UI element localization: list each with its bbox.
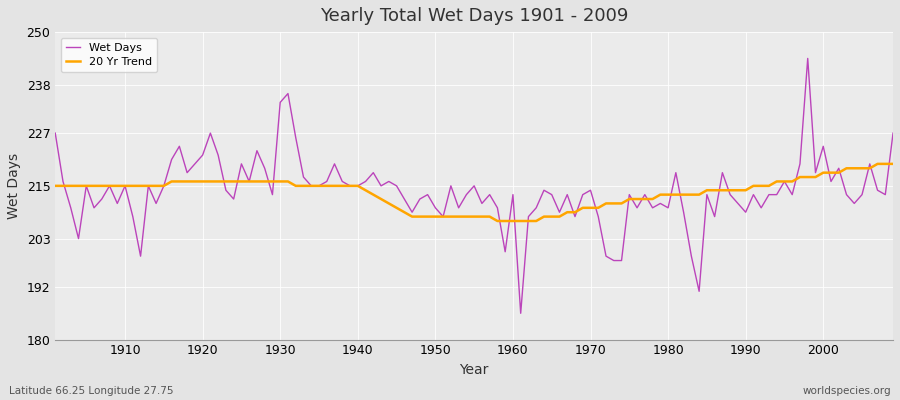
Wet Days [508, 192, 518, 197]
20 Yr Trend [887, 162, 898, 166]
20 Yr Trend [50, 184, 60, 188]
20 Yr Trend [608, 201, 619, 206]
Wet Days [608, 258, 619, 263]
Wet Days [500, 249, 510, 254]
Wet Days [516, 311, 526, 316]
20 Yr Trend [329, 184, 340, 188]
Line: 20 Yr Trend: 20 Yr Trend [55, 164, 893, 221]
X-axis label: Year: Year [460, 363, 489, 377]
Wet Days [50, 131, 60, 136]
20 Yr Trend [508, 218, 518, 223]
Wet Days [802, 56, 813, 61]
20 Yr Trend [516, 218, 526, 223]
Line: Wet Days: Wet Days [55, 58, 893, 313]
Title: Yearly Total Wet Days 1901 - 2009: Yearly Total Wet Days 1901 - 2009 [320, 7, 628, 25]
Wet Days [283, 91, 293, 96]
Text: worldspecies.org: worldspecies.org [803, 386, 891, 396]
Wet Days [112, 201, 122, 206]
20 Yr Trend [872, 162, 883, 166]
20 Yr Trend [283, 179, 293, 184]
Y-axis label: Wet Days: Wet Days [7, 153, 21, 219]
Legend: Wet Days, 20 Yr Trend: Wet Days, 20 Yr Trend [61, 38, 158, 72]
20 Yr Trend [492, 218, 503, 223]
Text: Latitude 66.25 Longitude 27.75: Latitude 66.25 Longitude 27.75 [9, 386, 174, 396]
Wet Days [887, 131, 898, 136]
Wet Days [329, 162, 340, 166]
20 Yr Trend [112, 184, 122, 188]
